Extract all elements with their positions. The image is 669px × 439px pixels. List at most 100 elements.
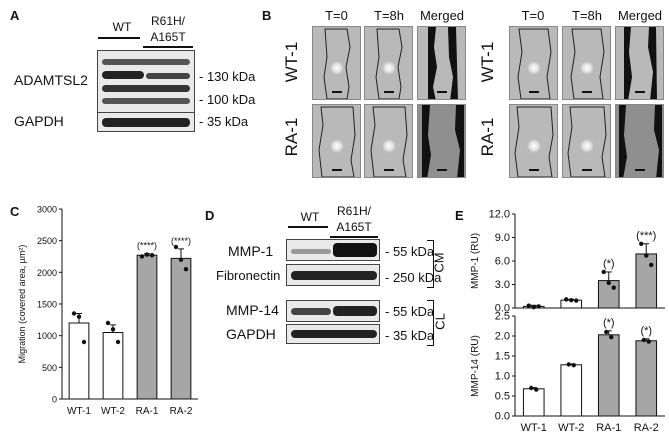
row-label-gapdh-d: GAPDH bbox=[226, 326, 276, 342]
image-wt1-t8-left bbox=[364, 26, 413, 100]
C-annotation-RA-2: (****) bbox=[171, 236, 191, 246]
C-point-RA-2-1 bbox=[178, 257, 184, 262]
marker-35kda: - 35 kDa bbox=[199, 114, 249, 129]
C-point-RA-1-0 bbox=[139, 254, 145, 259]
C-xtick-label-RA-1: RA-1 bbox=[136, 406, 159, 417]
image-wt1-t0-right bbox=[509, 26, 558, 100]
E-top-ytick-label-3: 9.0 bbox=[495, 232, 510, 244]
C-y-axis-label: Migration (covered area, µm²) bbox=[17, 245, 27, 364]
E-top-point-WT-1-1 bbox=[531, 305, 536, 310]
C-ytick-label-3: 1500 bbox=[37, 300, 57, 310]
E-top-ytick-label-1: 3.0 bbox=[495, 279, 510, 291]
image-ra1-t8-right bbox=[562, 104, 611, 178]
row-label-gapdh: GAPDH bbox=[14, 113, 64, 129]
C-point-RA-1-1 bbox=[144, 252, 150, 257]
E-bottom-point-WT-1-1 bbox=[534, 387, 539, 392]
E-top-point-WT-1-2 bbox=[536, 304, 541, 309]
blot-fibronectin bbox=[286, 264, 380, 286]
E-top-point-RA-2-1 bbox=[644, 253, 649, 258]
row-label-ra1-right: RA-1 bbox=[478, 117, 497, 157]
E-bottom-xtick-label-WT-2: WT-2 bbox=[558, 422, 584, 434]
lane-label-wt: WT bbox=[112, 20, 132, 34]
blot-gapdh bbox=[97, 112, 195, 132]
C-ytick-label-0: 0 bbox=[52, 395, 57, 405]
chart-mmp14: 0.0 0.5 1.0 1.5 2.0 2.5 MMP-14 (RU) WT-1 WT-2 (*)… bbox=[470, 312, 665, 434]
C-annotation-RA-1: (****) bbox=[137, 241, 157, 251]
col-header-t0-left: T=0 bbox=[325, 8, 348, 23]
blot-adamtsl2 bbox=[97, 50, 195, 118]
blot-mmp1 bbox=[286, 239, 380, 261]
lane-bar-mutant-d bbox=[330, 236, 378, 238]
C-xtick-label-WT-1: WT-1 bbox=[67, 406, 91, 417]
C-xtick-label-WT-2: WT-2 bbox=[101, 406, 125, 417]
chart-mmp1: 0.0 3.0 6.0 9.0 12.0 MMP-1 (RU) (*) (***) bbox=[470, 209, 665, 315]
E-top-point-RA-1-1 bbox=[606, 280, 611, 286]
E-bottom-xtick-label-RA-2: RA-2 bbox=[634, 422, 659, 434]
E-bottom-bar-WT-1 bbox=[522, 388, 545, 417]
C-ytick-label-4: 2000 bbox=[37, 268, 57, 278]
lane-label-mutant-d-line1: R61H/ bbox=[336, 204, 371, 218]
C-ytick-label-2: 1000 bbox=[37, 331, 57, 341]
E-bottom-y-axis-label: MMP-14 (RU) bbox=[470, 335, 481, 397]
blot-gapdh-d bbox=[286, 324, 380, 344]
group-label-cl: CL bbox=[432, 313, 448, 330]
E-bottom-point-WT-2-1 bbox=[571, 363, 576, 368]
marker-130kda: - 130 kDa bbox=[199, 69, 256, 84]
E-bottom-ytick-label-1: 0.5 bbox=[495, 391, 510, 403]
E-bottom-ytick-label-2: 1.0 bbox=[495, 371, 510, 383]
marker-250kda: - 250 kDa bbox=[385, 270, 442, 285]
E-top-annotation-RA-2: (***) bbox=[636, 230, 656, 242]
row-label-wt1-right: WT-1 bbox=[478, 41, 497, 83]
C-point-WT-2-2 bbox=[115, 339, 121, 345]
marker-100kda: - 100 kDa bbox=[199, 92, 256, 107]
E-bottom-ytick-label-5: 2.5 bbox=[495, 312, 510, 323]
image-wt1-merged-left bbox=[417, 26, 466, 100]
panel-label-c: C bbox=[10, 204, 20, 219]
E-bottom-point-RA-2-0 bbox=[641, 337, 646, 343]
C-xtick-label-RA-2: RA-2 bbox=[170, 406, 193, 417]
E-top-point-RA-1-2 bbox=[611, 285, 616, 290]
lane-label-wt-d: WT bbox=[300, 210, 320, 224]
E-top-ytick-label-0: 0.0 bbox=[495, 303, 510, 315]
C-ytick-label-5: 2500 bbox=[37, 236, 57, 246]
C-point-WT-1-0 bbox=[71, 311, 77, 316]
image-ra1-t0-right bbox=[509, 104, 558, 178]
E-top-y-axis-label: MMP-1 (RU) bbox=[470, 233, 481, 289]
bracket-cm bbox=[427, 240, 434, 288]
marker-55kda-a: - 55 kDa bbox=[385, 244, 435, 259]
E-top-annotation-RA-1: (*) bbox=[603, 258, 615, 270]
marker-35kda-d: - 35 kDa bbox=[385, 328, 435, 343]
E-bottom-ytick-label-3: 1.5 bbox=[495, 351, 510, 363]
C-point-WT-2-0 bbox=[105, 320, 111, 326]
C-point-RA-1-2 bbox=[149, 253, 155, 258]
row-label-mmp14: MMP-14 bbox=[226, 302, 279, 318]
col-header-t0-right: T=0 bbox=[521, 8, 545, 23]
row-label-wt1-left: WT-1 bbox=[282, 41, 301, 83]
bracket-cl bbox=[427, 300, 434, 346]
E-bottom-point-RA-2-1 bbox=[646, 339, 651, 344]
E-top-ytick-label-2: 6.0 bbox=[495, 256, 510, 268]
lane-label-mutant-line1: R61H/ bbox=[150, 14, 185, 28]
C-bar-RA-1 bbox=[136, 254, 158, 400]
E-bottom-ytick-label-0: 0.0 bbox=[495, 411, 510, 423]
E-top-ytick-label-4: 12.0 bbox=[489, 209, 510, 221]
C-point-RA-2-0 bbox=[173, 244, 179, 250]
E-bottom-xtick-label-WT-1: WT-1 bbox=[521, 422, 547, 434]
E-bottom-point-WT-1-0 bbox=[529, 385, 534, 391]
C-point-WT-1-1 bbox=[76, 314, 82, 319]
C-ytick-label-6: 3000 bbox=[37, 205, 57, 215]
C-ytick-label-1: 500 bbox=[42, 363, 57, 373]
E-bottom-xtick-label-RA-1: RA-1 bbox=[596, 422, 621, 434]
col-header-t8-right: T=8h bbox=[572, 8, 602, 23]
E-top-point-RA-1-0 bbox=[601, 269, 606, 275]
E-bottom-bar-RA-1 bbox=[597, 334, 620, 417]
image-ra1-t0-left bbox=[312, 104, 361, 178]
E-bottom-ytick-label-4: 2.0 bbox=[495, 331, 510, 343]
col-header-t8-left: T=8h bbox=[374, 8, 404, 23]
E-top-point-WT-2-0 bbox=[564, 297, 569, 302]
E-bottom-bar-RA-2 bbox=[635, 340, 658, 417]
image-wt1-t8-right bbox=[562, 26, 611, 100]
lane-bar-wt bbox=[98, 37, 140, 39]
E-bottom-point-WT-2-0 bbox=[566, 362, 571, 367]
E-bottom-annotation-RA-1: (*) bbox=[603, 317, 615, 329]
